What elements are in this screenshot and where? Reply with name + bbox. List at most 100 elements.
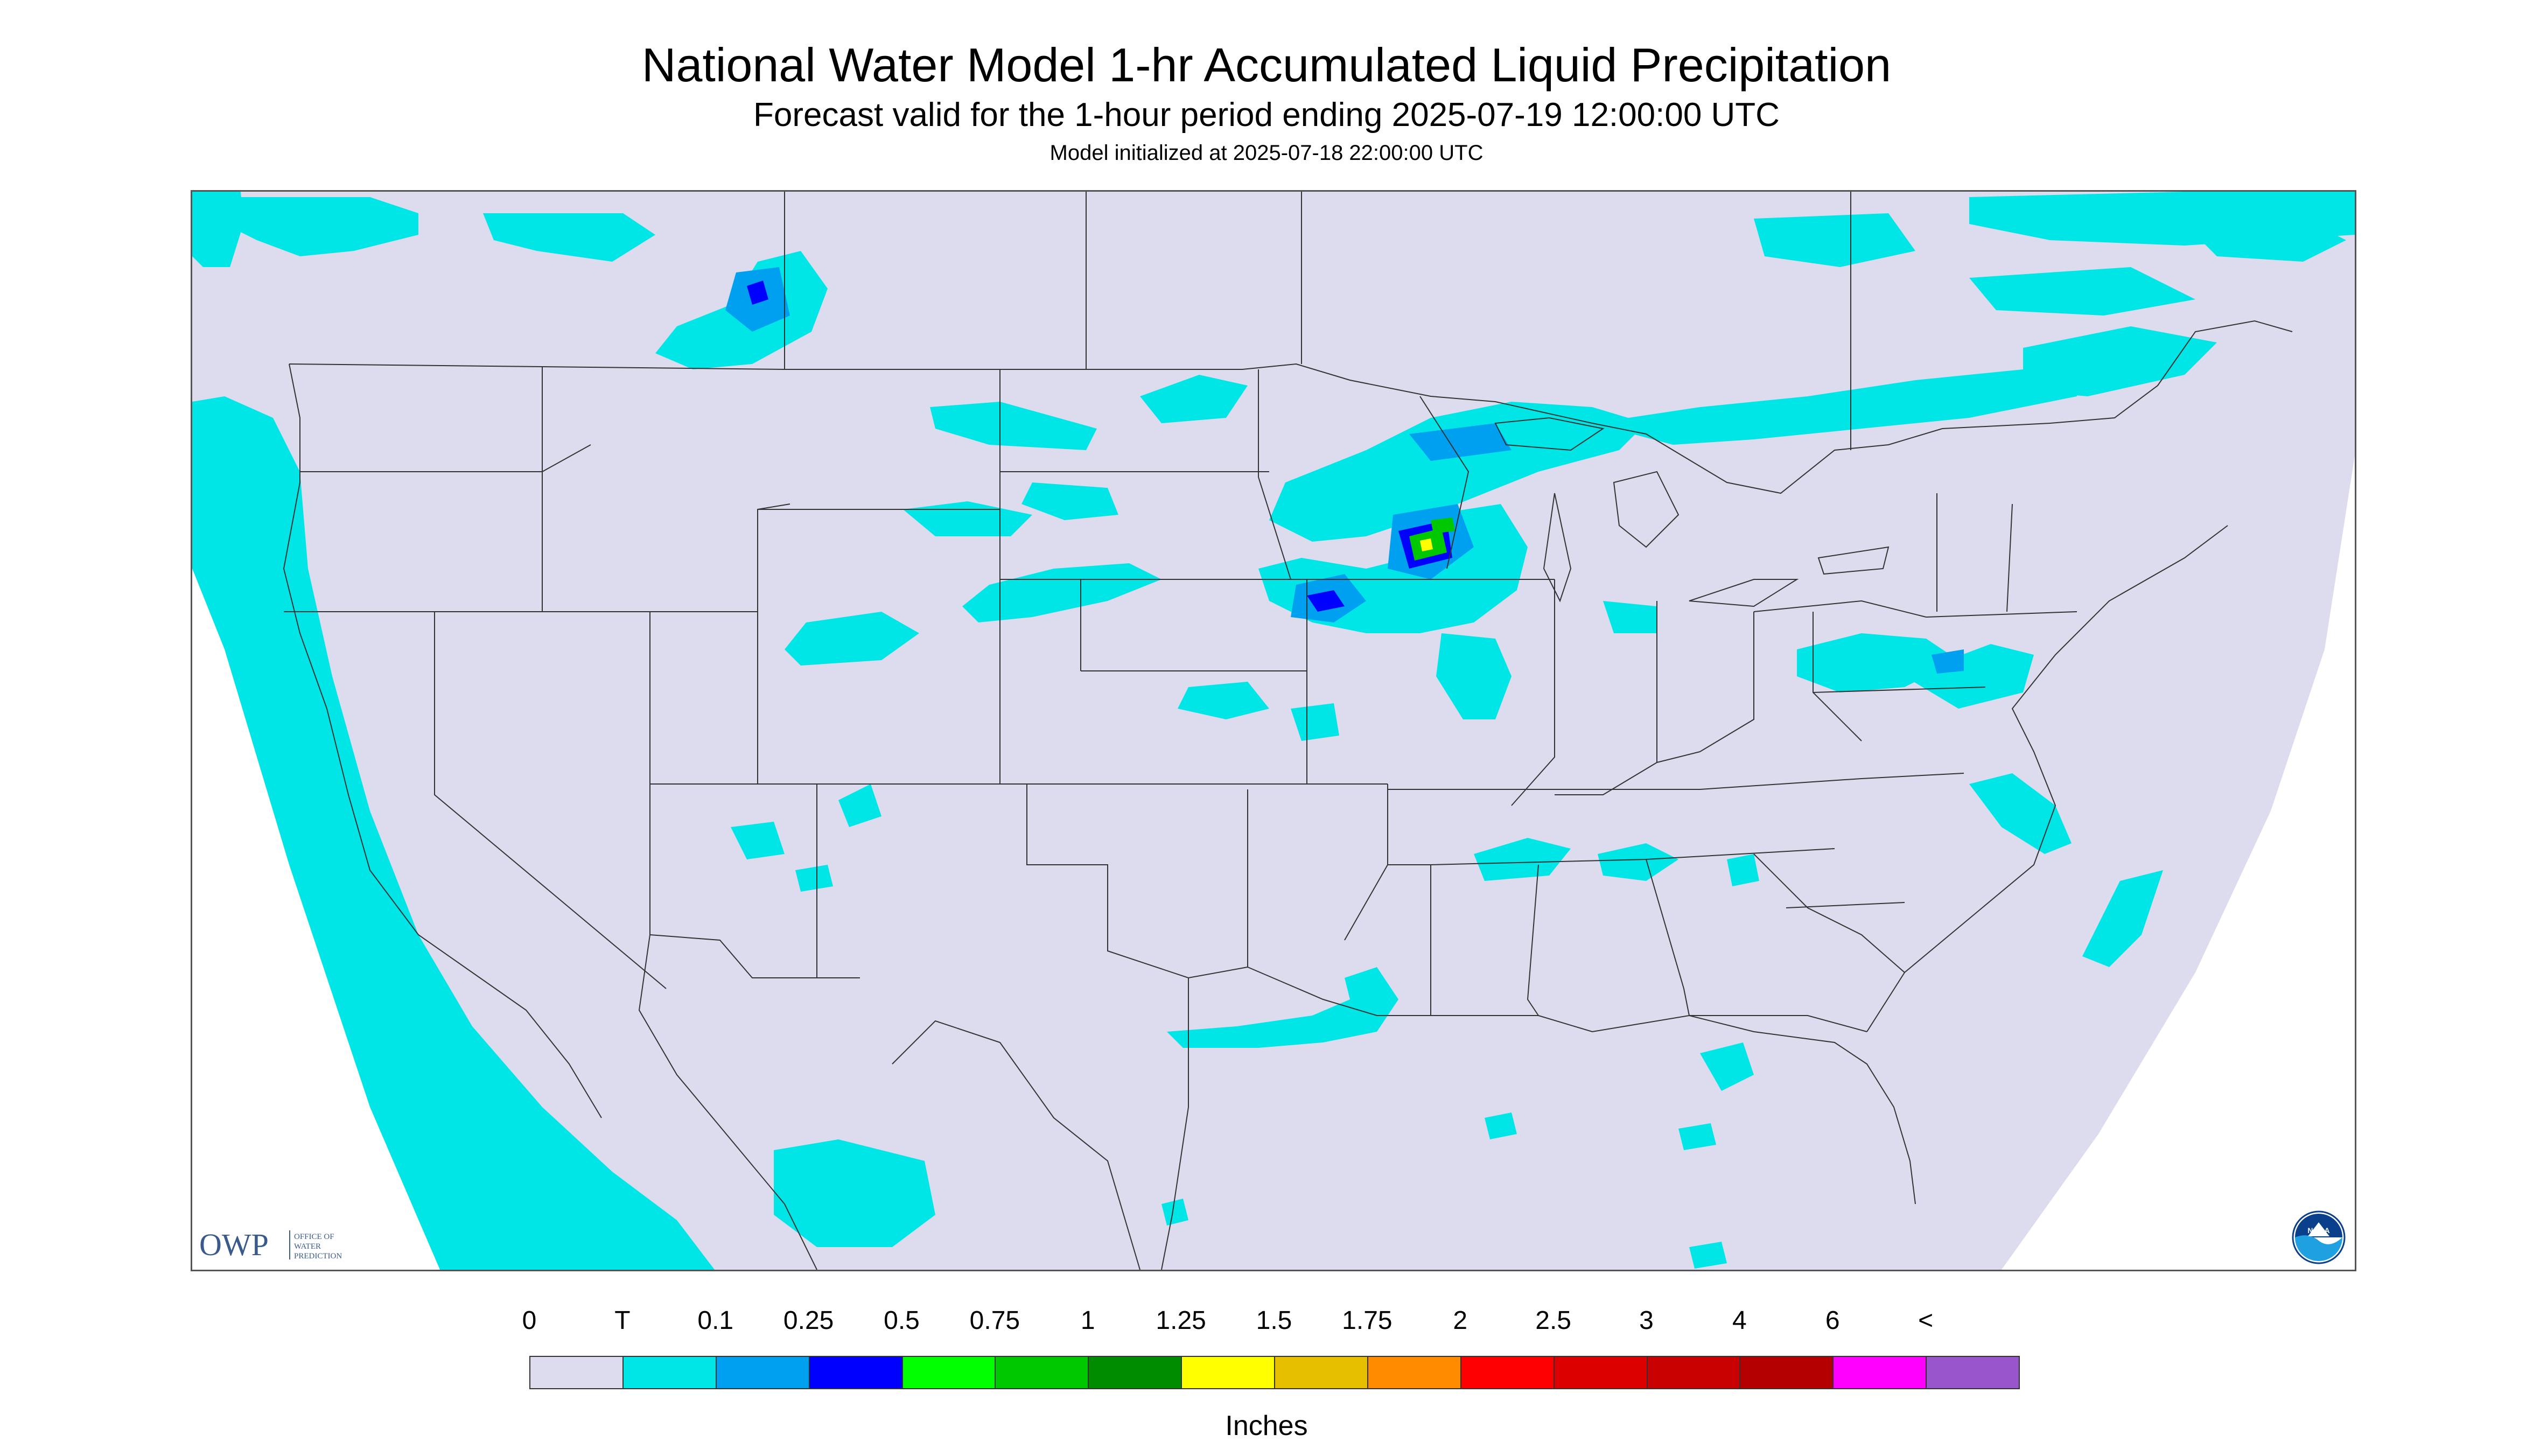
legend-tick-label: 1.75 (1342, 1306, 1393, 1335)
legend-tick-label: 6 (1825, 1306, 1840, 1335)
state-line (434, 612, 667, 989)
east-coastline (1866, 525, 2228, 1032)
precip-area (1932, 649, 1964, 674)
precip-upper-midwest (1269, 402, 1646, 542)
state-line (1753, 600, 1927, 618)
legend-tick-label: 0.75 (969, 1306, 1020, 1335)
noaa-logo-text: NOAA (2307, 1226, 2329, 1235)
legend-tick-label: 1.5 (1256, 1306, 1292, 1335)
legend-swatch (1088, 1356, 1182, 1389)
legend-tick-label: 0.25 (783, 1306, 834, 1335)
precip-area (225, 197, 418, 256)
state-line (1753, 853, 1905, 973)
state-line (1689, 1015, 1867, 1032)
legend-tick-label: 1 (1080, 1306, 1095, 1335)
legend-swatch (1181, 1356, 1275, 1389)
outside-domain-west (192, 569, 440, 1270)
state-line (1344, 864, 1388, 941)
precip-area (795, 865, 833, 892)
precip-area (930, 402, 1097, 450)
state-line (1656, 612, 1754, 763)
state-line (1388, 778, 1862, 790)
legend-swatch (1553, 1356, 1648, 1389)
precip-heavy-areas (747, 281, 1452, 612)
owp-logo-sub: OFFICE OF (294, 1233, 334, 1241)
legend-swatch (995, 1356, 1089, 1389)
forecast-valid-subtitle: Forecast valid for the 1-hour period end… (753, 96, 1780, 134)
owp-logo-text: OWP (199, 1227, 269, 1262)
legend-swatch (901, 1356, 996, 1389)
page-title: National Water Model 1-hr Accumulated Li… (641, 38, 1892, 92)
state-line (649, 934, 817, 978)
precip-area (1754, 213, 1915, 267)
state-line (2006, 503, 2013, 612)
state-line (757, 503, 790, 612)
legend-swatch (808, 1356, 903, 1389)
mexico-line (638, 934, 817, 1270)
legend-swatch (1739, 1356, 1834, 1389)
precip-area (838, 784, 881, 827)
precip-area (1689, 1242, 1727, 1269)
precip-area (1969, 773, 2072, 854)
state-line (1511, 579, 1555, 806)
state-line (1258, 369, 1291, 580)
precip-yellow-core (1420, 538, 1433, 551)
precip-area (1431, 517, 1455, 534)
legend-tick-label: 2.5 (1535, 1306, 1571, 1335)
us-canada-border (289, 320, 2293, 494)
precip-area (1021, 482, 1118, 520)
noaa-logo: NOAA (2292, 1210, 2346, 1264)
state-line (1527, 864, 1539, 1016)
precip-area (1603, 601, 1657, 633)
owp-logo-sub: WATER (294, 1242, 321, 1251)
precip-area (1436, 633, 1512, 719)
state-line (1813, 687, 1986, 693)
precip-area (1291, 703, 1339, 741)
legend-swatch (1274, 1356, 1368, 1389)
precip-area (962, 563, 1161, 622)
legend-swatch (529, 1356, 624, 1389)
legend-swatch (1832, 1356, 1927, 1389)
precip-area (2185, 213, 2346, 262)
precip-area (1598, 843, 1678, 881)
state-line (1646, 859, 1690, 1016)
precip-area (1474, 838, 1571, 881)
state-line (1555, 762, 1657, 795)
precip-area (1727, 854, 1759, 886)
state-line (1861, 773, 1964, 779)
precip-area (1178, 682, 1269, 719)
mexico-line (892, 1020, 1140, 1270)
precipitation-map[interactable] (191, 190, 2356, 1271)
state-boundaries (283, 192, 2293, 1270)
map-canvas (192, 192, 2355, 1270)
gulf-coastline (1247, 967, 1916, 1205)
owp-logo-sub: PREDICTION (294, 1252, 342, 1261)
lake-huron (1613, 471, 1680, 548)
legend-swatch (715, 1356, 810, 1389)
lake-michigan (1543, 493, 1572, 603)
west-coastline (283, 363, 602, 1118)
precip-area (1485, 1112, 1517, 1139)
legend-tick-label: 1.25 (1156, 1306, 1206, 1335)
precip-area (1161, 1199, 1188, 1226)
legend-tick-label: 0.5 (884, 1306, 920, 1335)
owp-logo: OWP OFFICE OF WATER PREDICTION (199, 1225, 377, 1263)
state-line (1419, 396, 1470, 569)
state-line (1387, 784, 1431, 865)
precip-area (1420, 538, 1433, 551)
outside-domain (192, 456, 2355, 1270)
lake-ontario (1817, 546, 1890, 575)
precip-area (1592, 369, 2077, 445)
precip-area (903, 501, 1032, 536)
legend-swatch (1926, 1356, 2020, 1389)
legend-units: Inches (1225, 1410, 1308, 1441)
precip-area (2082, 870, 2163, 967)
precip-area (483, 213, 655, 262)
precip-area (731, 822, 785, 859)
legend-tick-label: T (614, 1306, 631, 1335)
legend-tick-label: 0 (522, 1306, 537, 1335)
state-line (1026, 784, 1248, 979)
precip-area (1700, 1042, 1754, 1091)
outside-domain-east (2002, 456, 2355, 1270)
precip-quebec (2023, 326, 2217, 396)
